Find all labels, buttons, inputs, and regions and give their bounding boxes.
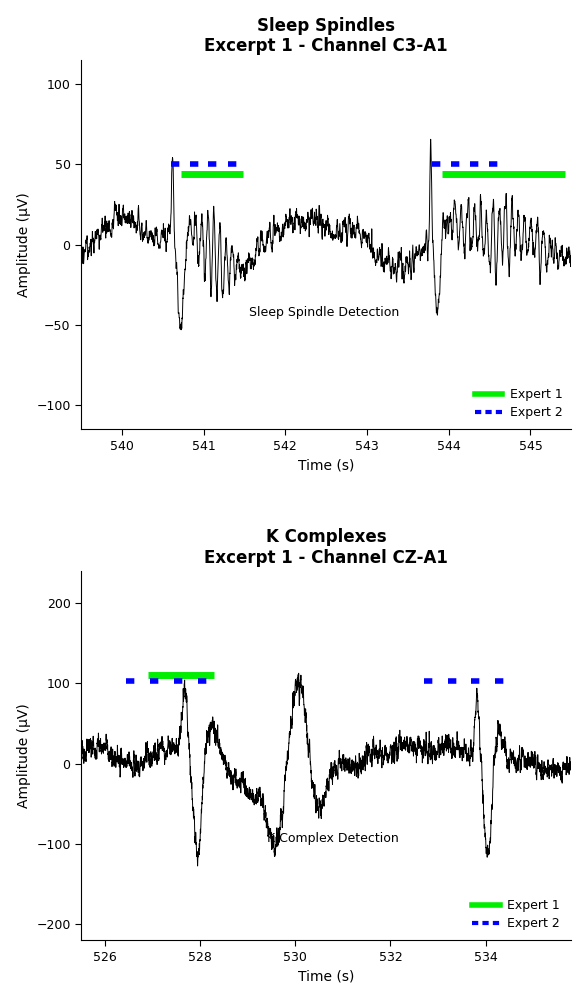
Legend: Expert 1, Expert 2: Expert 1, Expert 2 (475, 388, 563, 419)
Y-axis label: Amplitude (μV): Amplitude (μV) (16, 192, 31, 297)
X-axis label: Time (s): Time (s) (298, 969, 355, 983)
Legend: Expert 1, Expert 2: Expert 1, Expert 2 (472, 899, 560, 930)
X-axis label: Time (s): Time (s) (298, 458, 355, 472)
Text: K Complex Detection: K Complex Detection (267, 832, 399, 845)
Y-axis label: Amplitude (μV): Amplitude (μV) (16, 703, 31, 808)
Title: K Complexes
Excerpt 1 - Channel CZ-A1: K Complexes Excerpt 1 - Channel CZ-A1 (204, 528, 448, 567)
Text: Sleep Spindle Detection: Sleep Spindle Detection (249, 306, 399, 319)
Title: Sleep Spindles
Excerpt 1 - Channel C3-A1: Sleep Spindles Excerpt 1 - Channel C3-A1 (205, 17, 448, 55)
